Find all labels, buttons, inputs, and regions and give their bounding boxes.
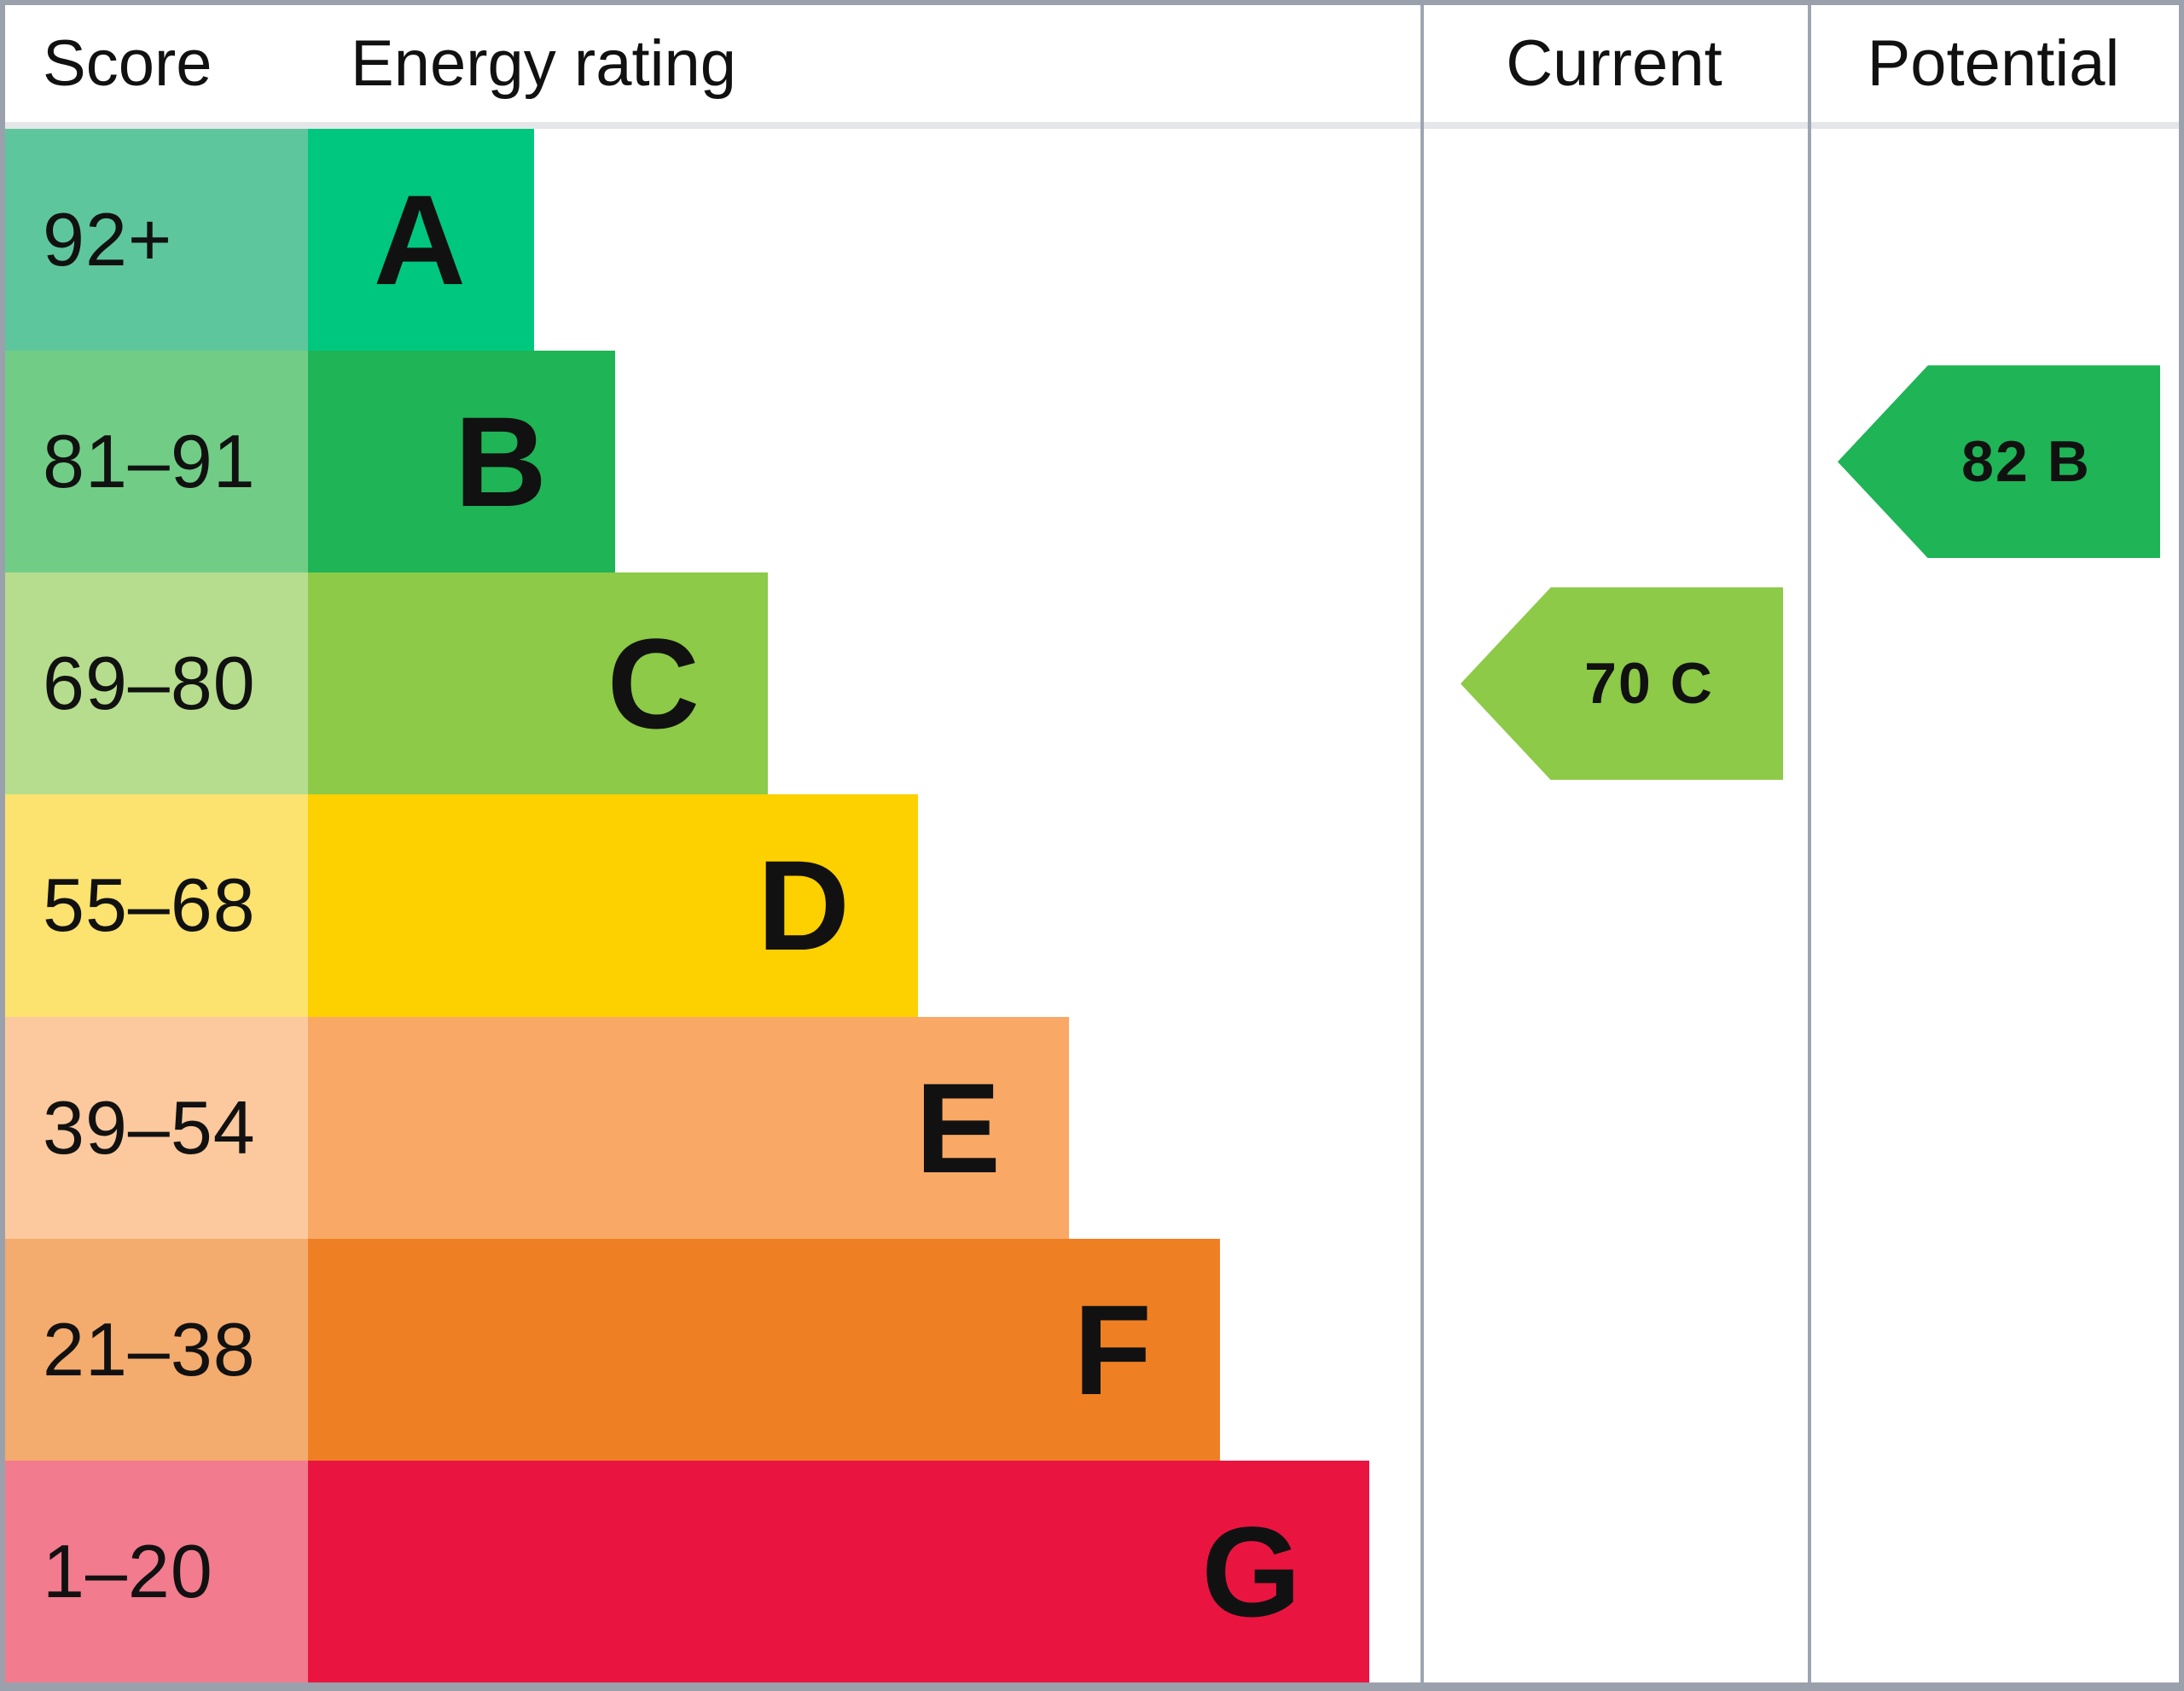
band-bar: C bbox=[308, 572, 768, 795]
column-divider-current bbox=[1420, 5, 1424, 1682]
band-score-cell: 1–20 bbox=[5, 1460, 308, 1682]
header-potential: Potential bbox=[1867, 27, 2120, 100]
potential-rating-label: 82 B bbox=[1961, 429, 2091, 495]
current-rating-label: 70 C bbox=[1584, 651, 1714, 717]
header-current: Current bbox=[1506, 27, 1722, 100]
band-letter: D bbox=[757, 834, 850, 978]
header-energy-rating: Energy rating bbox=[351, 27, 737, 100]
band-score-cell: 39–54 bbox=[5, 1016, 308, 1239]
band-score-label: 21–38 bbox=[43, 1306, 256, 1392]
band-row-e: 39–54 E bbox=[5, 1016, 2179, 1239]
header-score: Score bbox=[43, 27, 212, 100]
band-score-cell: 92+ bbox=[5, 129, 308, 352]
band-letter: G bbox=[1201, 1499, 1301, 1643]
band-row-a: 92+ A bbox=[5, 129, 2179, 352]
band-score-cell: 81–91 bbox=[5, 351, 308, 573]
band-bar: B bbox=[308, 351, 615, 573]
band-letter: C bbox=[607, 612, 700, 756]
header-row: Score Energy rating Current Potential bbox=[5, 5, 2179, 122]
band-row-f: 21–38 F bbox=[5, 1238, 2179, 1461]
band-letter: F bbox=[1073, 1277, 1152, 1421]
band-score-label: 39–54 bbox=[43, 1084, 256, 1170]
band-letter: A bbox=[373, 168, 466, 312]
band-score-label: 55–68 bbox=[43, 863, 256, 948]
band-row-b: 81–91 B bbox=[5, 351, 2179, 573]
band-bar: F bbox=[308, 1238, 1220, 1461]
band-score-cell: 55–68 bbox=[5, 794, 308, 1017]
band-rows: 92+ A 81–91 B 69–80 C 55–68 D 39–54 E 21… bbox=[5, 129, 2179, 1682]
band-letter: B bbox=[454, 390, 547, 534]
band-row-g: 1–20 G bbox=[5, 1460, 2179, 1682]
band-score-label: 81–91 bbox=[43, 419, 256, 504]
band-score-cell: 21–38 bbox=[5, 1238, 308, 1461]
band-bar: E bbox=[308, 1016, 1069, 1239]
band-bar: D bbox=[308, 794, 918, 1017]
band-bar: G bbox=[308, 1460, 1369, 1682]
band-score-label: 92+ bbox=[43, 197, 173, 282]
band-letter: E bbox=[915, 1055, 1001, 1200]
column-divider-potential bbox=[1808, 5, 1811, 1682]
header-underline bbox=[5, 122, 2179, 129]
band-score-label: 69–80 bbox=[43, 641, 256, 726]
band-score-cell: 69–80 bbox=[5, 572, 308, 795]
band-bar: A bbox=[308, 129, 534, 352]
band-row-c: 69–80 C bbox=[5, 572, 2179, 795]
band-score-label: 1–20 bbox=[43, 1528, 213, 1613]
band-row-d: 55–68 D bbox=[5, 794, 2179, 1017]
